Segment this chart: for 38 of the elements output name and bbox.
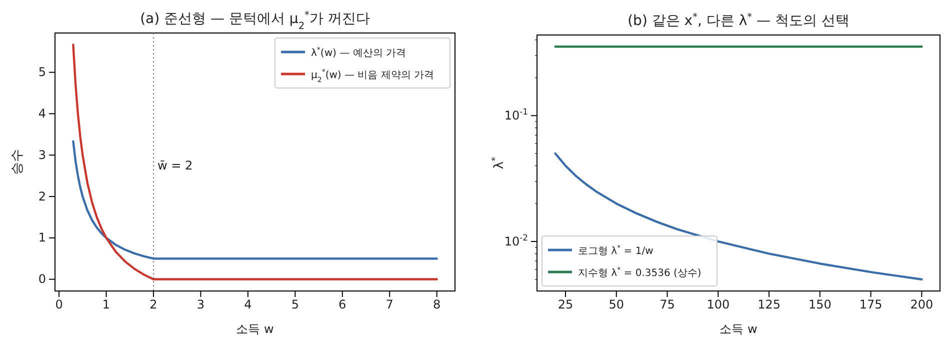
x-tick-label: 100: [706, 298, 730, 312]
x-tick-label: 25: [558, 298, 574, 312]
line-series: [554, 152, 923, 280]
x-tick-label: 8: [433, 298, 441, 312]
y-tick-label: 4: [38, 106, 46, 121]
x-tick-label: 175: [859, 298, 882, 312]
x-tick-label: 7: [386, 298, 394, 312]
x-tick-label: 0: [55, 298, 63, 312]
legend-label: λ$^{*}$(w) — 예산의 가격: [311, 46, 406, 59]
y-tick-label: 5: [38, 65, 46, 80]
x-tick-label: 6: [338, 298, 346, 312]
x-tick-label: 150: [808, 298, 832, 312]
x-tick-label: 5: [291, 298, 299, 312]
line-series: [72, 140, 438, 260]
chart-title: (b) 같은 x$^{*}$, 다른 λ$^{*}$ — 척도의 선택: [628, 12, 850, 29]
x-tick-label: 75: [660, 298, 675, 312]
y-tick-label: 1: [38, 230, 46, 245]
y-tick-label: 10$^{-1}$: [504, 106, 528, 122]
y-tick-label: 10$^{-2}$: [504, 232, 528, 248]
x-axis-title: 소득 w: [720, 322, 758, 336]
x-tick-label: 200: [910, 298, 934, 312]
x-tick-label: 125: [758, 298, 780, 312]
legend-label: μ$_{2}$$^{*}$(w) — 비음 제약의 가격: [311, 68, 434, 84]
legend-label: 로그형 λ$^{*}$ = 1/w: [578, 244, 654, 257]
chart-title: (a) 준선형 — 문턱에서 μ$_{2}$$^{*}$가 꺼진다: [140, 10, 370, 32]
y-tick-label: 0: [38, 272, 46, 286]
y-axis-title: 승수: [10, 149, 25, 175]
x-tick-label: 1: [102, 298, 110, 312]
x-tick-label: 50: [608, 298, 624, 312]
x-tick-label: 2: [150, 298, 158, 312]
line-series: [72, 44, 438, 280]
x-tick-label: 4: [244, 298, 252, 312]
x-axis-title: 소득 w: [236, 322, 274, 336]
y-tick-label: 3: [38, 148, 46, 162]
x-tick-label: 3: [196, 298, 205, 312]
y-tick-label: 2: [38, 189, 46, 204]
legend-label: 지수형 λ$^{*}$ = 0.3536 (상수): [578, 266, 702, 279]
ref-line-label: w̄ = 2: [157, 158, 193, 173]
